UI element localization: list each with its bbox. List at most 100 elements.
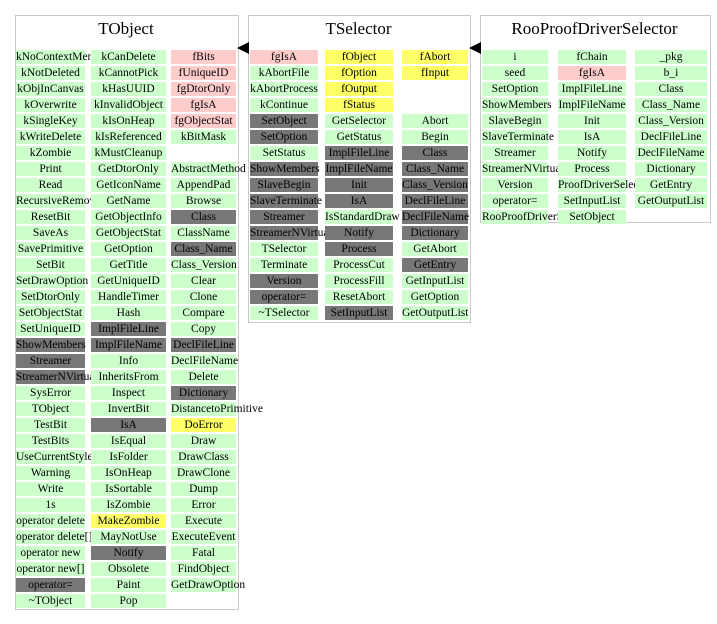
member-handletimer: HandleTimer (91, 290, 166, 304)
member-drawclass: DrawClass (171, 450, 236, 464)
member-kisonheap: kIsOnHeap (91, 114, 166, 128)
member-makezombie: MakeZombie (91, 514, 166, 528)
member-kcontinue: kContinue (250, 98, 318, 112)
member-fatal: Fatal (171, 546, 236, 560)
member-invertbit: InvertBit (91, 402, 166, 416)
member-fgdtoronly: fgDtorOnly (171, 82, 236, 96)
member-implfileline: ImplFileLine (91, 322, 166, 336)
member-pop: Pop (91, 594, 166, 608)
member-issortable: IsSortable (91, 482, 166, 496)
member-kmustcleanup: kMustCleanup (91, 146, 166, 160)
member-tselector: TSelector (250, 242, 318, 256)
member-init: Init (325, 178, 393, 192)
member-slaveterminate: SlaveTerminate (250, 194, 322, 208)
member-dictionary: Dictionary (171, 386, 236, 400)
member-setobjectstat: SetObjectStat (16, 306, 85, 320)
member-isa: IsA (91, 418, 166, 432)
member-info: Info (91, 354, 166, 368)
member-operator-delete: operator delete[] (16, 530, 93, 544)
member-getabort: GetAbort (402, 242, 468, 256)
member-usecurrentstyle: UseCurrentStyle (16, 450, 93, 464)
member-kcandelete: kCanDelete (91, 50, 166, 64)
member-operator: operator= (482, 194, 548, 208)
member-begin: Begin (402, 130, 468, 144)
member-declfilename: DeclFileName (171, 354, 239, 368)
member-operator-new: operator new[] (16, 562, 85, 576)
member-setuniqueid: SetUniqueID (16, 322, 85, 336)
member-warning: Warning (16, 466, 85, 480)
member-operator: operator= (16, 578, 85, 592)
member-browse: Browse (171, 194, 236, 208)
member-notify: Notify (325, 226, 393, 240)
member-foutput: fOutput (325, 82, 393, 96)
member-gettitle: GetTitle (91, 258, 166, 272)
member-class-version: Class_Version (402, 178, 468, 192)
member-recursiveremove: RecursiveRemove (16, 194, 101, 208)
member-write: Write (16, 482, 85, 496)
member-getobjectstat: GetObjectStat (91, 226, 166, 240)
member-fchain: fChain (558, 50, 626, 64)
member-error: Error (171, 498, 236, 512)
member-class-version: Class_Version (171, 258, 237, 272)
member-inheritsfrom: InheritsFrom (91, 370, 166, 384)
member-process: Process (558, 162, 626, 176)
member-dictionary: Dictionary (402, 226, 468, 240)
member-kwritedelete: kWriteDelete (16, 130, 85, 144)
member-draw: Draw (171, 434, 236, 448)
member-proofdriverselector: ProofDriverSelector (558, 178, 652, 192)
class-title: TSelector (325, 19, 392, 38)
member-isequal: IsEqual (91, 434, 166, 448)
member-rooproofdriverselector: RooProofDriverSelector (482, 210, 595, 224)
member-empty (402, 82, 468, 96)
member-getentry: GetEntry (635, 178, 707, 192)
member-notify: Notify (558, 146, 626, 160)
member-showmembers: ShowMembers (16, 338, 86, 352)
member-abort: Abort (402, 114, 468, 128)
member-fgobjectstat: fgObjectStat (171, 114, 236, 128)
member-compare: Compare (171, 306, 236, 320)
member-getoption: GetOption (402, 290, 468, 304)
member-setoption: SetOption (250, 130, 318, 144)
member-tselector: ~TSelector (250, 306, 318, 320)
member-testbit: TestBit (16, 418, 85, 432)
member-tobject: ~TObject (16, 594, 85, 608)
member-getselector: GetSelector (325, 114, 393, 128)
member-drawclone: DrawClone (171, 466, 236, 480)
member-kcannotpick: kCannotPick (91, 66, 166, 80)
member-dictionary: Dictionary (635, 162, 707, 176)
member-setstatus: SetStatus (250, 146, 318, 160)
member-processcut: ProcessCut (325, 258, 393, 272)
member-inspect: Inspect (91, 386, 166, 400)
member-declfileline: DeclFileLine (635, 130, 707, 144)
member-finput: fInput (402, 66, 468, 80)
member-empty (402, 98, 468, 112)
member-geticonname: GetIconName (91, 178, 166, 192)
member-executeevent: ExecuteEvent (171, 530, 236, 544)
member-implfileline: ImplFileLine (558, 82, 626, 96)
member-notify: Notify (91, 546, 166, 560)
member-testbits: TestBits (16, 434, 85, 448)
member-seed: seed (482, 66, 548, 80)
member-operator: operator= (250, 290, 318, 304)
member-setobject: SetObject (558, 210, 626, 224)
member-operator-new: operator new (16, 546, 85, 560)
member-khasuuid: kHasUUID (91, 82, 166, 96)
member-getentry: GetEntry (402, 258, 468, 272)
member-getuniqueid: GetUniqueID (91, 274, 166, 288)
member-obsolete: Obsolete (91, 562, 166, 576)
member-delete: Delete (171, 370, 236, 384)
member-kzombie: kZombie (16, 146, 85, 160)
member-setdtoronly: SetDtorOnly (16, 290, 85, 304)
member-iszombie: IsZombie (91, 498, 166, 512)
member-getdrawoption: GetDrawOption (171, 578, 246, 592)
member-knotdeleted: kNotDeleted (16, 66, 85, 80)
member-streamernvirtual: StreamerNVirtual (250, 226, 332, 240)
class-title: TObject (98, 19, 154, 38)
member-execute: Execute (171, 514, 236, 528)
member-operator-delete: operator delete (16, 514, 85, 528)
member-saveprimitive: SavePrimitive (16, 242, 85, 256)
member-declfilename: DeclFileName (635, 146, 707, 160)
member-implfilename: ImplFileName (325, 162, 393, 176)
member-setdrawoption: SetDrawOption (16, 274, 89, 288)
member-showmembers: ShowMembers (482, 98, 552, 112)
